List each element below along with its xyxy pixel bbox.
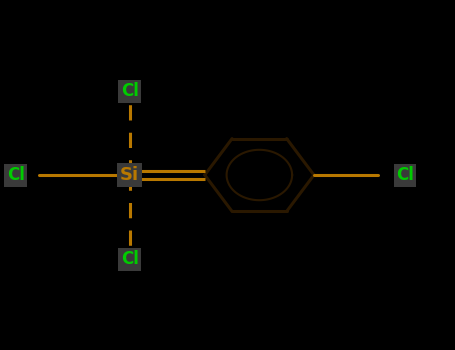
Text: Cl: Cl: [7, 166, 25, 184]
Text: Cl: Cl: [121, 250, 139, 268]
Text: Cl: Cl: [396, 166, 414, 184]
Text: Si: Si: [120, 166, 139, 184]
Text: Cl: Cl: [121, 82, 139, 100]
